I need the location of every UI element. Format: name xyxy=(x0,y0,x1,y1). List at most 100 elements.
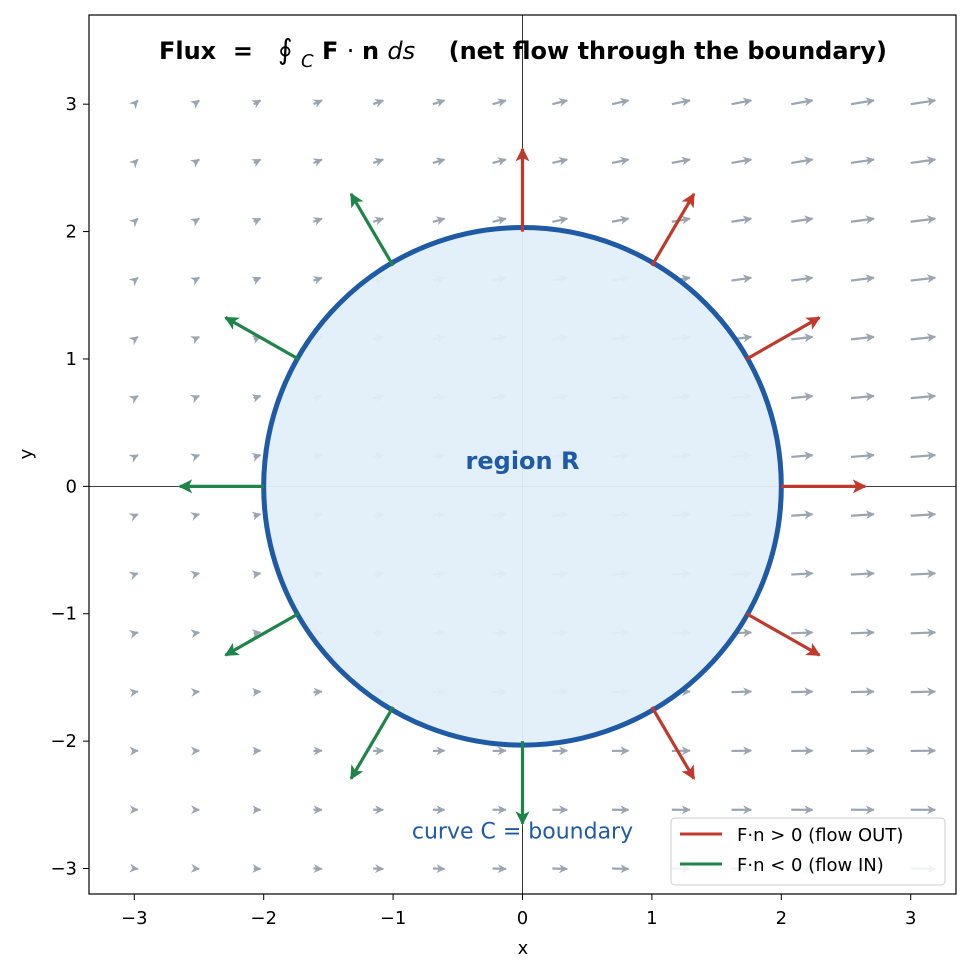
field-arrow xyxy=(251,158,262,168)
field-arrow xyxy=(791,156,814,166)
field-arrow xyxy=(850,97,875,107)
y-tick-label: −2 xyxy=(50,731,77,752)
region-r-disk xyxy=(261,225,784,748)
field-arrow xyxy=(190,570,201,580)
field-arrow xyxy=(791,392,814,402)
y-tick-label: 2 xyxy=(66,222,77,243)
field-arrow xyxy=(190,687,201,697)
field-arrow xyxy=(251,99,262,109)
field-arrow xyxy=(791,274,814,284)
field-arrow xyxy=(671,215,691,225)
field-arrow xyxy=(432,157,446,167)
field-arrow xyxy=(910,510,937,520)
field-arrow xyxy=(552,98,569,107)
normal-arrows xyxy=(178,147,867,826)
y-axis-label: y xyxy=(16,448,37,459)
field-arrow xyxy=(910,451,937,461)
normal-arrow-out xyxy=(745,612,821,657)
title-ds: ds xyxy=(387,37,415,65)
field-arrow xyxy=(189,99,200,109)
field-arrow xyxy=(910,333,937,343)
x-tick-label: 0 xyxy=(517,908,528,929)
field-arrow xyxy=(189,158,200,168)
field-arrow xyxy=(850,451,875,461)
field-arrow xyxy=(189,217,200,227)
legend-label-out: F·n > 0 (flow OUT) xyxy=(737,825,903,846)
y-tick-label: −1 xyxy=(50,604,77,625)
chart-title: Flux = ∮ C F · n ds (net flow through th… xyxy=(159,33,887,73)
field-arrow xyxy=(189,394,200,404)
field-arrow xyxy=(850,215,875,225)
field-arrow xyxy=(251,452,262,462)
curve-c-label: curve C = boundary xyxy=(412,819,633,844)
field-arrow xyxy=(189,335,200,345)
field-arrow xyxy=(128,99,139,110)
field-arrow xyxy=(372,99,385,108)
normal-arrow-in xyxy=(349,192,395,267)
field-arrow xyxy=(791,97,814,107)
normal-arrow-out xyxy=(745,316,821,361)
field-arrow xyxy=(251,394,262,403)
normal-arrow-out xyxy=(650,192,696,267)
x-axis-label: x xyxy=(518,938,529,959)
axis-ticks: −3 −2 −1 0 1 2 3 −3 −2 −1 0 1 2 3 xyxy=(50,94,916,929)
field-arrow xyxy=(850,687,875,697)
title-integral: ∮ xyxy=(278,33,293,66)
field-arrow xyxy=(552,156,569,166)
title-vec-n: n xyxy=(362,37,379,65)
field-arrow xyxy=(910,687,937,697)
legend-box xyxy=(670,817,946,886)
field-arrow xyxy=(312,158,323,167)
title-subscript: C xyxy=(301,51,314,72)
x-tick-label: −1 xyxy=(380,908,407,929)
field-arrow xyxy=(671,156,691,166)
x-tick-label: 1 xyxy=(646,908,657,929)
field-arrow xyxy=(850,392,875,402)
field-arrow xyxy=(850,569,875,579)
field-arrow xyxy=(432,98,446,108)
field-arrow xyxy=(128,276,139,287)
field-arrow xyxy=(492,216,507,225)
normal-arrow-out xyxy=(650,706,696,780)
field-arrow xyxy=(552,215,569,225)
field-arrow xyxy=(312,276,323,285)
field-arrow xyxy=(128,571,139,581)
field-arrow xyxy=(129,688,139,698)
field-arrow xyxy=(910,156,937,166)
field-arrow xyxy=(611,156,630,166)
field-arrow xyxy=(190,629,201,639)
field-arrow xyxy=(492,98,507,107)
field-arrow xyxy=(190,512,201,521)
field-arrow xyxy=(731,215,753,225)
field-arrow xyxy=(671,97,691,107)
normal-arrow-in xyxy=(224,612,300,657)
field-arrow xyxy=(791,628,814,638)
x-tick-label: 3 xyxy=(905,908,916,929)
title-prefix: Flux = xyxy=(159,37,270,65)
field-arrow xyxy=(128,335,139,346)
field-arrow xyxy=(791,333,814,343)
y-tick-label: 0 xyxy=(66,476,77,497)
field-arrow xyxy=(128,158,139,169)
field-arrow xyxy=(910,392,937,402)
field-arrow xyxy=(910,215,937,225)
y-tick-label: 1 xyxy=(66,349,77,370)
field-arrow xyxy=(251,217,262,227)
region-label: region R xyxy=(466,447,580,475)
field-arrow xyxy=(791,569,814,579)
field-arrow xyxy=(611,97,630,107)
field-arrow xyxy=(731,97,753,107)
field-arrow xyxy=(850,274,875,284)
x-tick-label: −2 xyxy=(250,908,277,929)
field-arrow xyxy=(313,687,323,697)
field-arrow xyxy=(910,628,937,638)
field-arrow xyxy=(128,454,139,463)
field-arrow xyxy=(910,274,937,284)
field-arrow xyxy=(252,687,262,697)
field-arrow xyxy=(432,216,446,226)
field-arrow xyxy=(190,453,200,463)
field-arrow xyxy=(731,156,753,166)
field-arrow xyxy=(910,569,937,579)
field-arrow xyxy=(312,99,323,108)
